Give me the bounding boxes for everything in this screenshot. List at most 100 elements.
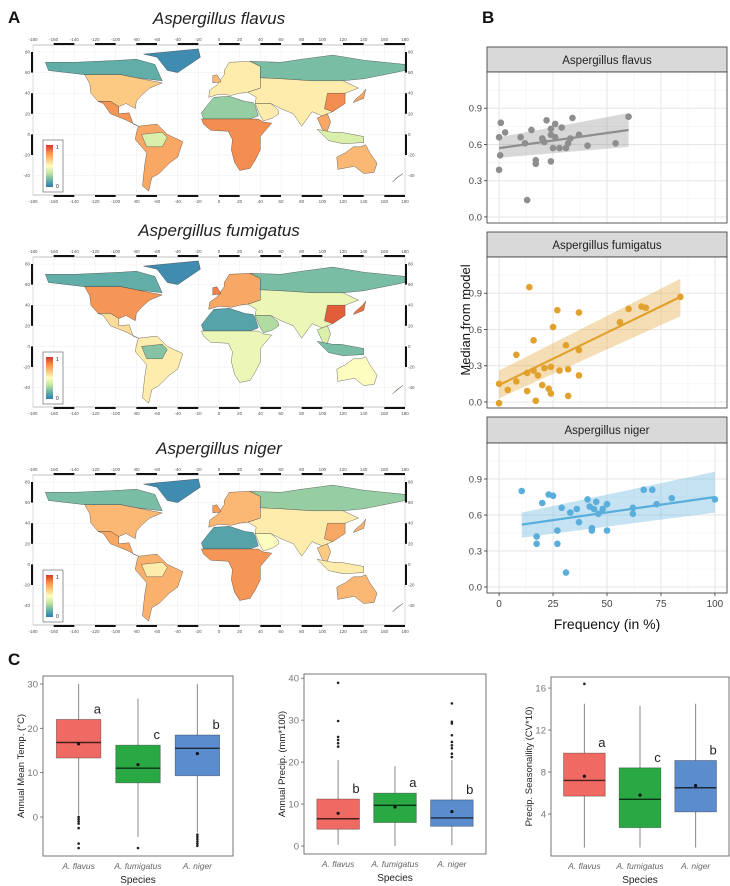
data-point: [569, 114, 576, 122]
data-point: [551, 133, 559, 141]
region-central-asia: [247, 289, 359, 339]
lon-tick-label: 100: [319, 249, 327, 254]
scale-bar-segment: [343, 195, 364, 197]
outlier-point: [196, 842, 199, 845]
scale-bar-segment: [405, 134, 407, 156]
lat-tick-label: -20: [408, 153, 415, 158]
data-point: [556, 367, 563, 374]
lon-tick-label: 40: [258, 629, 264, 634]
region-greenland: [143, 48, 201, 73]
scale-bar-segment: [31, 93, 33, 114]
mean-point: [77, 742, 81, 746]
y-tick-label: 0.3: [469, 361, 482, 372]
lon-tick-label: 160: [381, 249, 389, 254]
legend-min-label: 0: [56, 184, 59, 190]
region-australia: [336, 144, 378, 174]
lat-tick-label: 60: [408, 70, 414, 75]
scale-bar-segment: [384, 255, 405, 257]
data-point: [554, 527, 561, 534]
region-japan: [353, 88, 366, 103]
lon-tick-label: -160: [49, 411, 59, 416]
lon-tick-label: 60: [278, 249, 284, 254]
data-point: [518, 487, 526, 495]
region-subsaharan-africa: [201, 330, 272, 383]
data-point: [547, 363, 555, 371]
data-point: [562, 341, 570, 349]
lat-tick-label: 80: [25, 262, 31, 267]
data-point: [538, 499, 546, 507]
box-fumigatus: a: [373, 766, 417, 847]
facet-strip: [486, 46, 728, 73]
lon-tick-label: 40: [258, 37, 264, 42]
y-tick-label: 40: [288, 674, 299, 685]
region-arabia: [255, 533, 280, 552]
category-label: A. flavus: [321, 859, 355, 869]
data-point: [556, 144, 563, 152]
data-point: [495, 399, 503, 407]
data-point: [649, 486, 656, 494]
legend-max-label: 1: [56, 145, 59, 151]
lon-tick-label: 140: [360, 249, 368, 254]
facet-strip-title: Aspergillus niger: [564, 425, 649, 437]
region-central-america: [97, 531, 139, 557]
region-north-america: [84, 74, 163, 109]
lon-tick-label: 160: [381, 37, 389, 42]
region-central-america: [97, 101, 139, 127]
lat-tick-label: 60: [25, 282, 31, 287]
lon-tick-label: 20: [237, 199, 243, 204]
scale-bar-segment: [31, 482, 33, 503]
scale-bar-segment: [219, 407, 240, 409]
lon-tick-label: 100: [319, 629, 327, 634]
lat-tick-label: -40: [408, 385, 415, 390]
data-point: [558, 504, 565, 512]
scatter-facet-3: Aspergillus niger 0.0 0.3 0.6 0.9 0 25 50 75 100: [469, 416, 728, 610]
outlier-point: [450, 746, 454, 750]
data-point: [495, 166, 503, 174]
data-point: [513, 351, 520, 359]
region-indonesia: [317, 341, 364, 356]
outlier-point: [450, 733, 454, 737]
data-point: [554, 540, 561, 548]
outlier-point: [77, 846, 80, 850]
scale-bar-segment: [219, 625, 240, 627]
lon-tick-label: -140: [70, 249, 80, 254]
significance-letter: a: [598, 735, 606, 750]
significance-letter: b: [352, 781, 359, 796]
regression-line: [498, 128, 629, 150]
region-subsaharan-africa: [201, 118, 272, 171]
lon-tick-label: -40: [174, 629, 181, 634]
lon-tick-label: -100: [111, 249, 121, 254]
lon-tick-label: 160: [381, 411, 389, 416]
scale-bar-segment: [301, 625, 323, 627]
scale-bar-segment: [405, 52, 407, 73]
data-point: [567, 509, 574, 516]
data-point: [549, 144, 557, 152]
lon-tick-label: -160: [49, 249, 59, 254]
outlier-point: [196, 833, 199, 837]
lon-tick-label: 180: [401, 37, 409, 42]
lon-tick-label: -180: [28, 629, 38, 634]
lon-tick-label: 40: [258, 199, 264, 204]
lat-tick-label: 20: [25, 541, 31, 546]
region-amazon: [141, 132, 168, 147]
lon-tick-label: -20: [195, 467, 202, 472]
mean-point: [638, 793, 642, 797]
facet-strip-title: Aspergillus fumigatus: [552, 240, 662, 252]
scale-bar-segment: [405, 93, 407, 114]
region-southeast-asia: [317, 543, 331, 564]
lon-tick-label: -180: [28, 37, 38, 42]
lon-tick-label: -40: [174, 249, 181, 254]
outlier-point: [77, 820, 80, 823]
map-title: Aspergillus niger: [155, 439, 283, 458]
data-point: [530, 337, 537, 344]
lon-tick-label: -120: [90, 411, 100, 416]
significance-letter: c: [654, 750, 661, 765]
region-subsaharan-africa: [201, 548, 272, 601]
significance-letter: b: [710, 742, 717, 757]
outlier-point: [336, 681, 340, 685]
box-flavus: a: [563, 682, 606, 848]
scale-bar-segment: [95, 43, 116, 45]
scatter-facet-1: Aspergillus flavus 0.0 0.3 0.6 0.9: [469, 46, 728, 223]
y-tick-label: 16: [535, 684, 546, 695]
data-point: [534, 372, 542, 379]
